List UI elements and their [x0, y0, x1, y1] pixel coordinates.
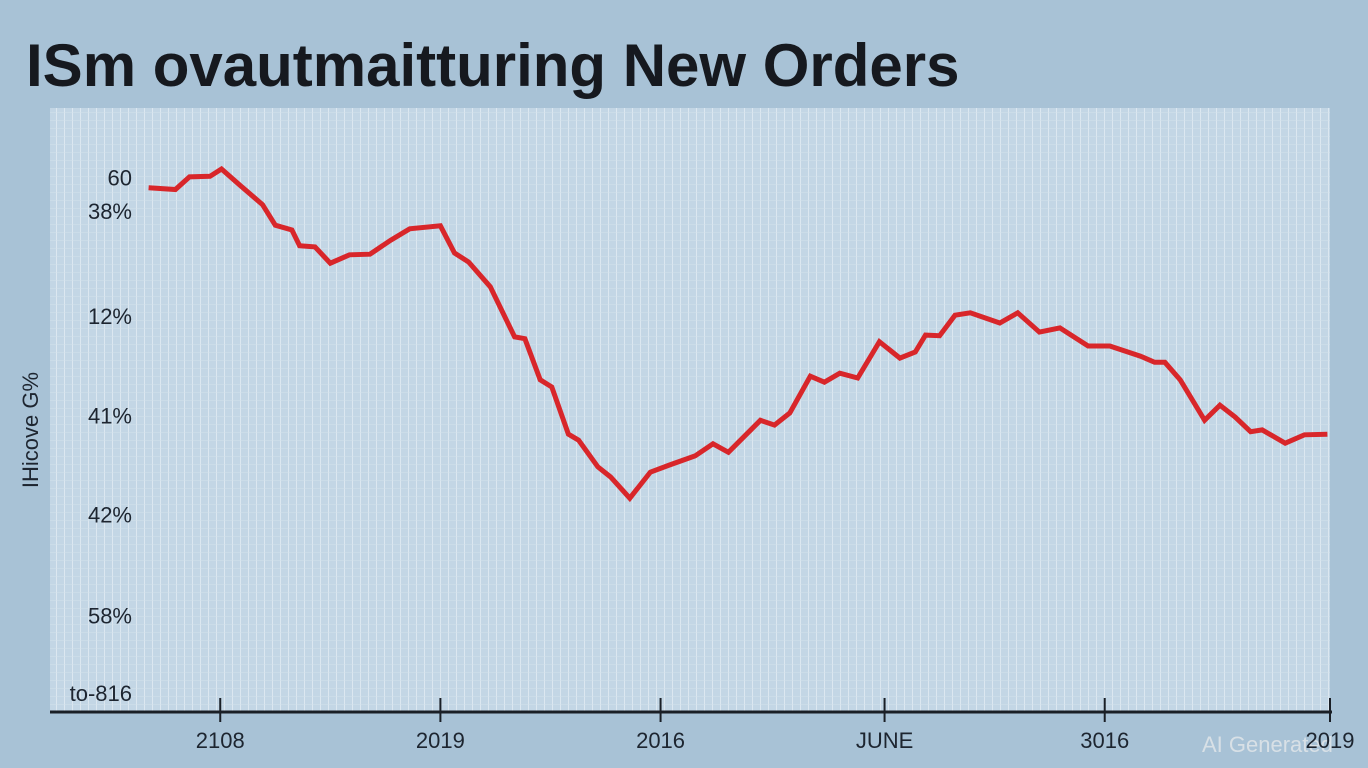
watermark: AI Generated — [1202, 732, 1333, 757]
y-tick-label: 38% — [88, 199, 132, 224]
y-axis-label: IHicove G% — [18, 372, 43, 488]
x-tick-label: JUNE — [856, 728, 913, 753]
x-tick-label: 2108 — [196, 728, 245, 753]
data-line — [148, 165, 1328, 503]
x-tick-label: 2016 — [636, 728, 685, 753]
y-tick-label: to-816 — [70, 681, 132, 706]
y-tick-label: 60 — [108, 166, 132, 191]
chart-title: ISm ovautmaitturing New Orders — [26, 32, 960, 99]
y-tick-label: 42% — [88, 503, 132, 528]
x-tick-label: 2019 — [416, 728, 465, 753]
plot-area — [50, 108, 1330, 712]
y-tick-label: 41% — [88, 404, 132, 429]
x-tick-label: 2019 — [1306, 728, 1355, 753]
y-tick-label: 12% — [88, 304, 132, 329]
x-tick-label: 3016 — [1080, 728, 1129, 753]
y-tick-label: 58% — [88, 604, 132, 629]
